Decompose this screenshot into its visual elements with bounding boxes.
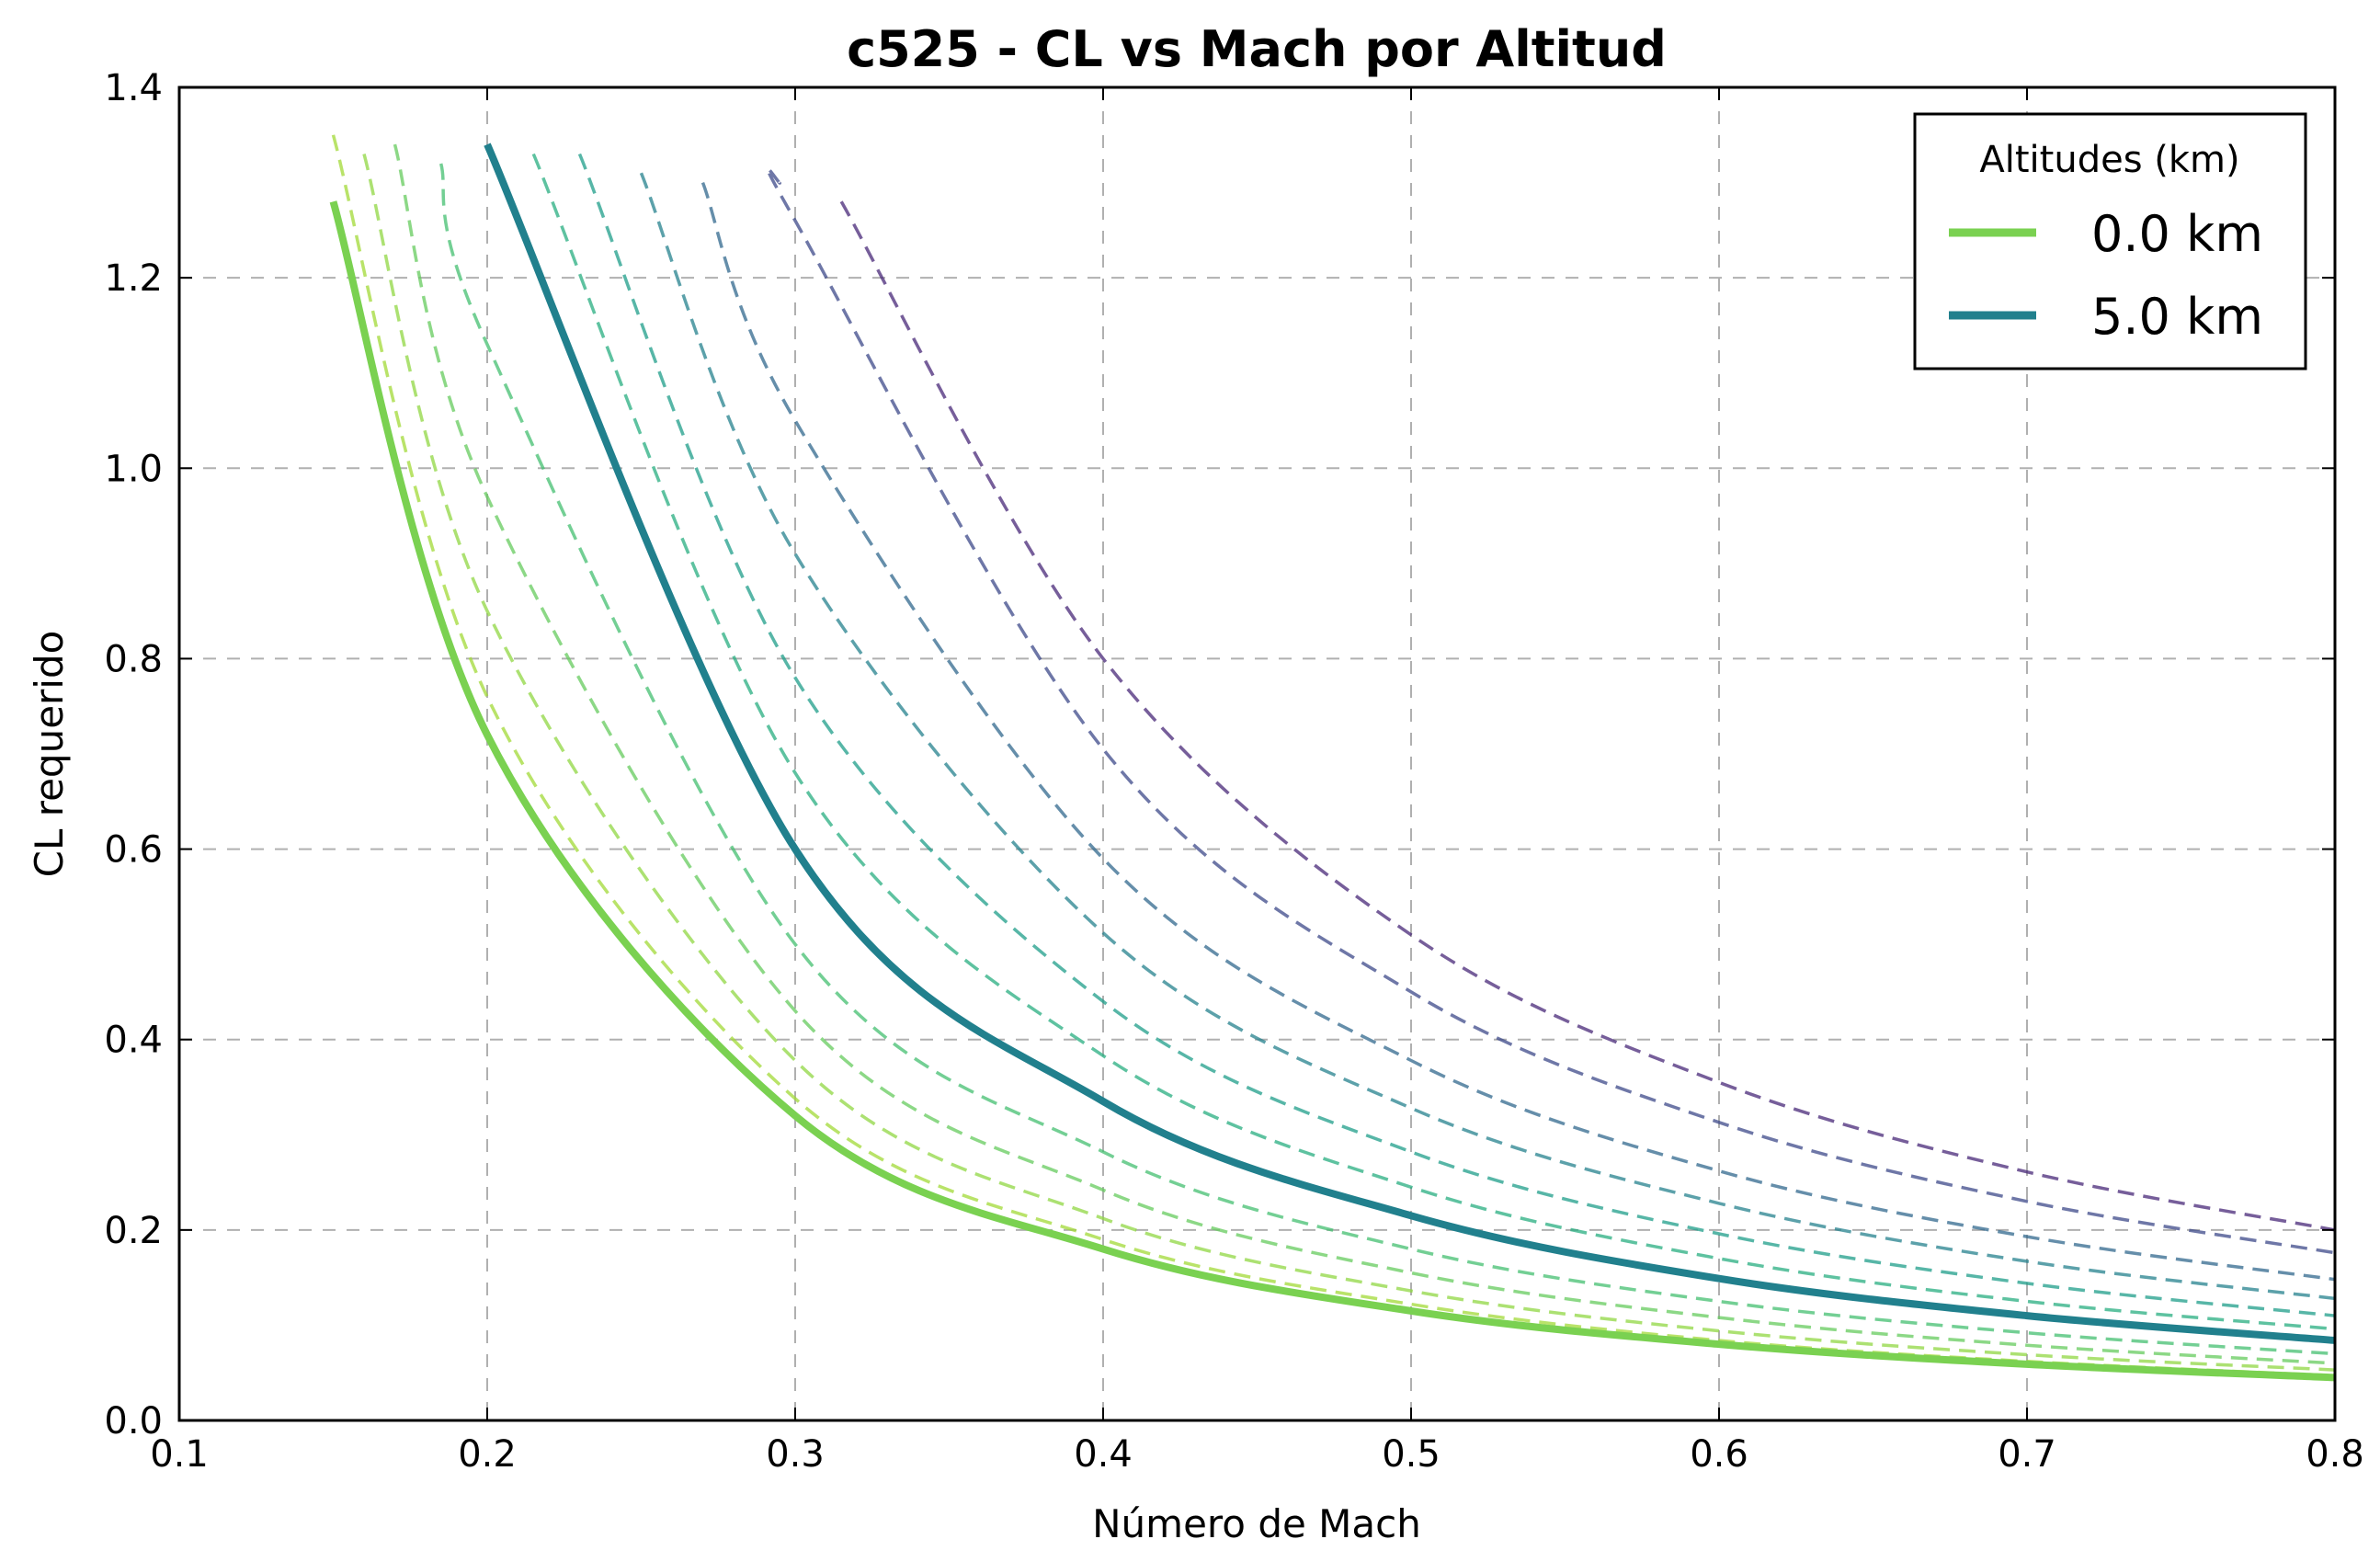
dashed-altitude-curve [765, 166, 2335, 1255]
y-tick-label: 1.0 [104, 448, 163, 490]
legend: Altitudes (km) 0.0 km 5.0 km [1913, 112, 2307, 371]
series-line-0 [329, 200, 2335, 1382]
x-tick-label: 0.2 [458, 1433, 517, 1476]
y-tick-label: 0.6 [104, 829, 163, 872]
x-tick-label: 0.1 [150, 1433, 209, 1476]
x-axis-label: Número de Mach [1092, 1501, 1421, 1546]
y-axis-label: CL requerido [27, 631, 72, 878]
chart-title: c525 - CL vs Mach por Altitud [847, 20, 1667, 78]
dashed-altitude-curve [839, 200, 2335, 1232]
x-tick-label: 0.3 [766, 1433, 825, 1476]
dashed-altitude-curve [531, 153, 2335, 1331]
y-tick-label: 0.8 [104, 638, 163, 680]
plot-frame [177, 86, 2337, 1422]
dashed-altitude-curve [393, 143, 2335, 1365]
x-tick-label: 0.7 [1998, 1433, 2056, 1476]
dashed-altitude-curve [639, 172, 2335, 1301]
x-tick-label: 0.4 [1074, 1433, 1133, 1476]
ticks: 0.1 0.2 0.3 0.4 0.5 0.6 0.7 0.8 0.0 0.2 0.4 0.6 0.8 1… [104, 67, 2363, 1476]
x-tick-label: 0.6 [1690, 1433, 1748, 1476]
legend-label-0: 0.0 km [2091, 205, 2263, 263]
legend-box [1913, 112, 2307, 371]
y-tick-label: 0.4 [104, 1020, 163, 1062]
dashed-altitude-curve [577, 153, 2335, 1317]
y-tick-label: 1.2 [104, 257, 163, 300]
legend-title: Altitudes (km) [1979, 139, 2239, 181]
dashed-altitude-curve [439, 163, 2335, 1356]
legend-label-1: 5.0 km [2091, 288, 2263, 346]
y-tick-label: 0.0 [104, 1400, 163, 1442]
series-line-1 [484, 143, 2335, 1344]
y-tick-label: 1.4 [104, 67, 163, 109]
x-tick-label: 0.5 [1382, 1433, 1441, 1476]
dashed-altitude-curve [700, 181, 2335, 1282]
series-layer [329, 134, 2335, 1382]
y-tick-label: 0.2 [104, 1210, 163, 1252]
x-tick-label: 0.8 [2306, 1433, 2364, 1476]
